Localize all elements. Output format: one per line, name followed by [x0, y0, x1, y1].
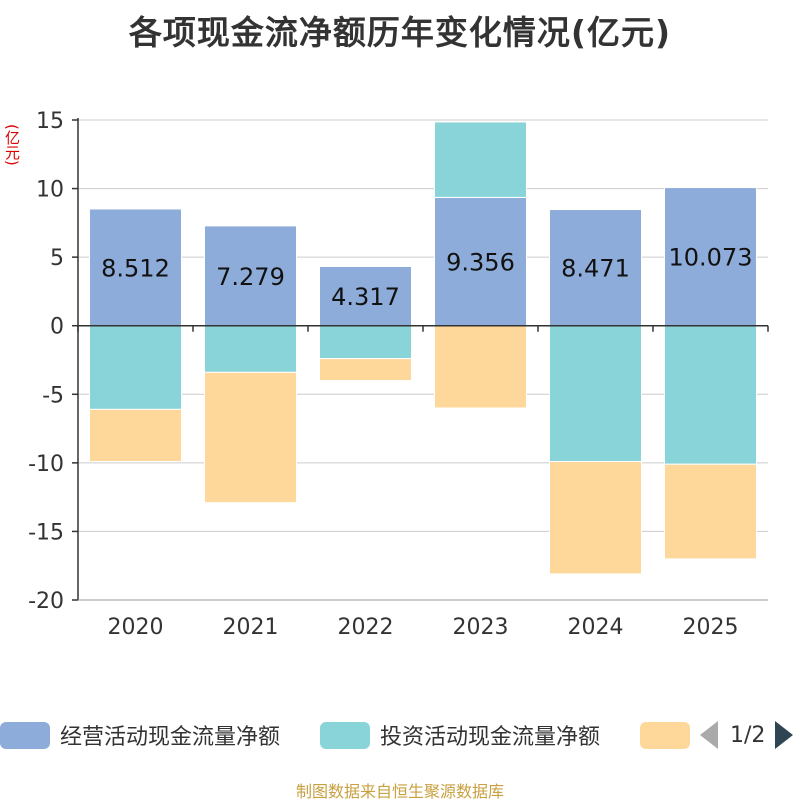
bar-2024-series-2[interactable] — [549, 460, 642, 575]
bar-2023-series-2[interactable] — [434, 325, 527, 409]
legend-item-financing[interactable] — [640, 716, 690, 754]
bar-2020-series-1[interactable] — [89, 325, 182, 410]
chart-plot: 15 10 5 0 -5 -10 -15 -20 2020 2021 2022 2023 2024 202… — [28, 109, 769, 640]
legend-swatch-operating — [0, 721, 50, 749]
data-label-2023: 9.356 — [446, 249, 515, 277]
y-tick-label: -5 — [42, 383, 64, 408]
bar-2025-series-1[interactable] — [664, 325, 757, 465]
data-label-2022: 4.317 — [331, 283, 400, 311]
data-label-2021: 7.279 — [216, 263, 285, 291]
bar-2024-series-1[interactable] — [549, 325, 642, 462]
legend-page-indicator: 1/2 — [730, 722, 766, 748]
y-tick-label: 0 — [50, 315, 64, 340]
x-tick-label-2025: 2025 — [683, 615, 739, 640]
data-label-2025: 10.073 — [669, 244, 753, 272]
data-label-2024: 8.471 — [561, 255, 630, 283]
x-tick-label-2021: 2021 — [223, 615, 279, 640]
bar-2024-series-0[interactable] — [549, 209, 642, 327]
bar-2025-series-0[interactable] — [664, 187, 757, 327]
y-tick-label: -15 — [28, 520, 64, 545]
bar-2025-series-2[interactable] — [664, 463, 757, 560]
data-source-note: 制图数据来自恒生聚源数据库 — [295, 782, 504, 801]
legend-label-investing: 投资活动现金流量净额 — [380, 725, 601, 750]
bar-2021-series-1[interactable] — [204, 325, 297, 373]
bar-2023-series-1[interactable] — [434, 121, 527, 198]
y-tick-label: 5 — [50, 246, 64, 271]
y-tick-label: 10 — [36, 178, 64, 203]
bar-2022-series-2[interactable] — [319, 358, 412, 382]
data-label-2020: 8.512 — [101, 254, 170, 282]
x-tick-label-2024: 2024 — [568, 615, 624, 640]
bar-2020-series-2[interactable] — [89, 408, 182, 462]
legend: 经营活动现金流量净额 投资活动现金流量净额 — [0, 716, 800, 754]
legend-label-operating: 经营活动现金流量净额 — [60, 725, 281, 750]
y-axis-unit: (亿元) — [3, 124, 21, 166]
bar-2021-series-2[interactable] — [204, 371, 297, 504]
y-tick-label: 15 — [36, 109, 64, 134]
y-tick-label: -20 — [28, 589, 64, 614]
legend-swatch-financing — [640, 721, 690, 749]
legend-item-operating[interactable]: 经营活动现金流量净额 — [0, 716, 280, 754]
legend-next-page-icon[interactable] — [775, 721, 794, 749]
bar-2020-series-0[interactable] — [89, 208, 182, 327]
x-tick-label-2020: 2020 — [108, 615, 164, 640]
x-tick-label-2022: 2022 — [338, 615, 394, 640]
x-tick-label-2023: 2023 — [453, 615, 509, 640]
legend-swatch-investing — [320, 721, 370, 749]
legend-pager: 1/2 — [700, 716, 794, 754]
bar-2021-series-0[interactable] — [204, 225, 297, 327]
legend-item-investing[interactable]: 投资活动现金流量净额 — [320, 716, 600, 754]
legend-prev-page-icon[interactable] — [700, 721, 718, 749]
chart-title: 各项现金流净额历年变化情况(亿元) — [128, 13, 672, 52]
y-tick-label: -10 — [28, 452, 64, 477]
bar-2022-series-1[interactable] — [319, 325, 412, 360]
